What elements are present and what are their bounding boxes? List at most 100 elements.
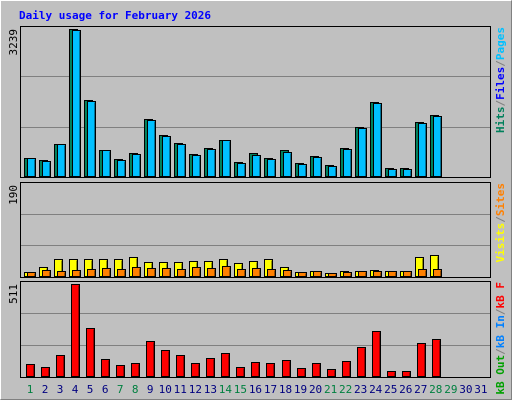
bar: [102, 150, 111, 177]
bar: [267, 159, 276, 177]
x-tick-label: 4: [72, 383, 79, 396]
bar: [72, 30, 81, 177]
panel: [20, 26, 491, 178]
bar: [102, 268, 111, 277]
legend: Hits/Files/Pages: [494, 27, 507, 133]
bar: [418, 123, 427, 177]
bar: [87, 101, 96, 177]
bar: [42, 270, 51, 277]
bar: [147, 120, 156, 177]
x-tick-label: 9: [147, 383, 154, 396]
bar: [72, 270, 81, 277]
x-tick-label: 18: [279, 383, 292, 396]
x-tick-label: 27: [414, 383, 427, 396]
x-tick-label: 5: [87, 383, 94, 396]
y-tick-label: 3239: [7, 29, 20, 56]
x-tick-label: 23: [354, 383, 367, 396]
bar: [252, 268, 261, 277]
bar: [252, 155, 261, 177]
bar: [403, 169, 412, 177]
x-tick-label: 28: [429, 383, 442, 396]
bar: [327, 369, 336, 377]
bar: [116, 365, 125, 377]
legend: Visits/Sites: [494, 183, 507, 263]
bar: [343, 149, 352, 177]
bar: [432, 339, 441, 377]
y-tick-label: 511: [7, 284, 20, 304]
x-tick-label: 15: [234, 383, 247, 396]
x-tick-label: 7: [117, 383, 124, 396]
bar: [297, 368, 306, 377]
bar: [86, 328, 95, 377]
bar: [313, 271, 322, 277]
chart-title: Daily usage for February 2026: [19, 9, 211, 22]
bar: [117, 160, 126, 177]
bar: [298, 164, 307, 177]
x-tick-label: 3: [57, 383, 64, 396]
legend-item: kB In: [494, 315, 507, 348]
x-tick-label: 29: [444, 383, 457, 396]
x-tick-label: 31: [474, 383, 487, 396]
bar: [267, 269, 276, 277]
bar: [236, 367, 245, 377]
bar: [162, 136, 171, 177]
legend-item: kB F: [494, 282, 507, 309]
bar: [131, 363, 140, 377]
legend-separator: /: [494, 216, 507, 223]
x-tick-label: 30: [459, 383, 472, 396]
x-tick-label: 8: [132, 383, 139, 396]
legend: kB Out/kB In/kB F: [494, 282, 507, 395]
bar: [222, 140, 231, 177]
bar: [282, 360, 291, 377]
legend-separator: /: [494, 60, 507, 67]
bar: [117, 269, 126, 277]
x-tick-label: 21: [324, 383, 337, 396]
x-tick-label: 12: [189, 383, 202, 396]
bar: [177, 144, 186, 177]
bar: [433, 269, 442, 277]
x-tick-label: 24: [369, 383, 383, 396]
legend-separator: /: [494, 100, 507, 107]
bar: [191, 363, 200, 377]
bar: [298, 272, 307, 277]
x-tick-label: 20: [309, 383, 322, 396]
bar: [41, 367, 50, 377]
bar: [57, 144, 66, 177]
panel: [20, 281, 491, 378]
bar: [418, 269, 427, 277]
bar: [283, 270, 292, 277]
bar: [162, 268, 171, 277]
bar: [387, 371, 396, 377]
bar: [222, 266, 231, 277]
bar: [192, 267, 201, 277]
bar: [388, 169, 397, 177]
bar: [27, 272, 36, 277]
bar: [221, 353, 230, 377]
bar: [177, 269, 186, 277]
x-tick-label: 13: [204, 383, 217, 396]
bar: [132, 267, 141, 277]
bar: [342, 361, 351, 377]
legend-item: kB Out: [494, 355, 507, 395]
x-tick-label: 6: [102, 383, 109, 396]
bar: [358, 128, 367, 177]
bar: [328, 273, 337, 277]
x-tick-label: 10: [159, 383, 172, 396]
bar: [101, 359, 110, 377]
bar: [176, 355, 185, 377]
bar: [87, 269, 96, 277]
bar: [56, 355, 65, 377]
bar: [343, 272, 352, 277]
bar: [373, 103, 382, 177]
x-tick-label: 2: [42, 383, 49, 396]
x-tick-label: 26: [399, 383, 412, 396]
bar: [192, 155, 201, 177]
bar: [26, 364, 35, 377]
x-tick-label: 14: [219, 383, 233, 396]
bar: [283, 152, 292, 177]
bar: [328, 166, 337, 177]
bar: [237, 163, 246, 177]
bar: [433, 116, 442, 177]
bar: [313, 157, 322, 177]
